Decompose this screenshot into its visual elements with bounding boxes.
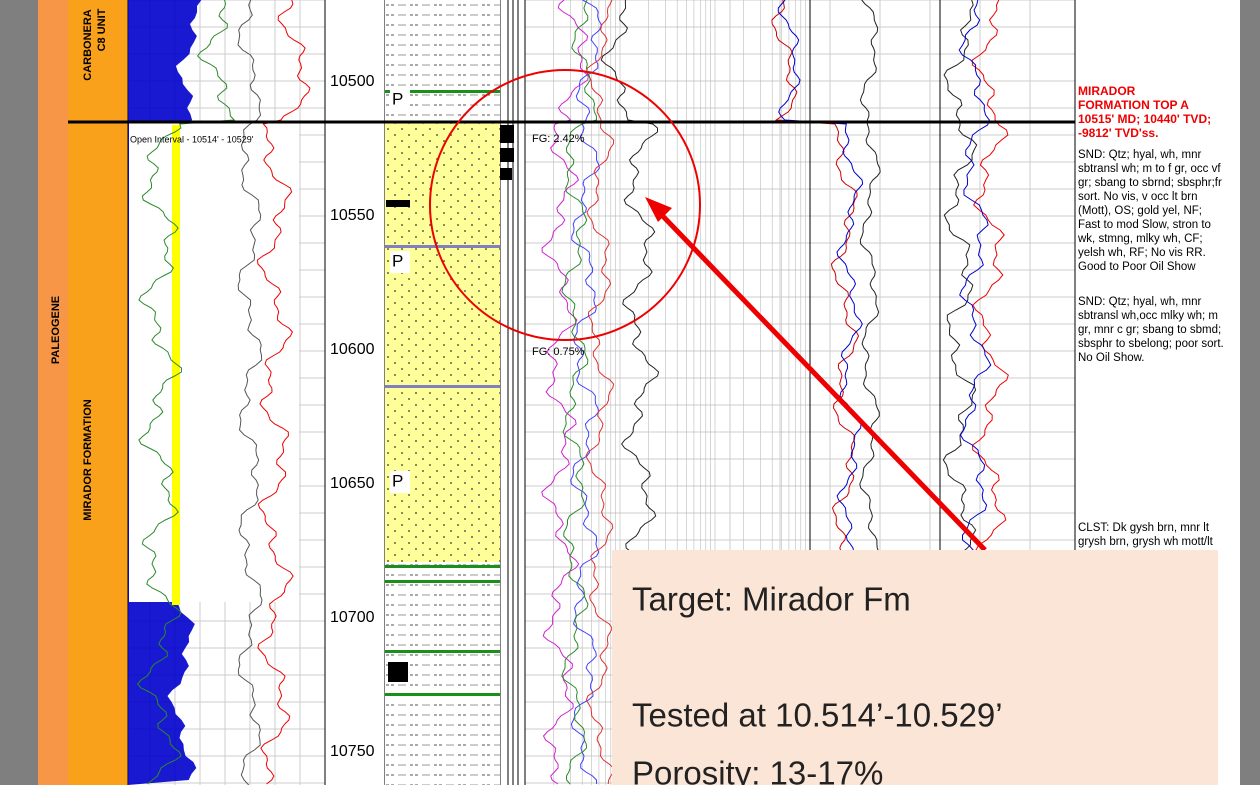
p-bg <box>390 251 410 273</box>
remark-line: gr, mnr c gr; sbang to sbmd; <box>1078 324 1221 336</box>
callout-box <box>612 550 1218 790</box>
depth-label: 10650 <box>330 475 375 492</box>
remark-line: FORMATION TOP A <box>1078 98 1189 112</box>
callout-text: Target: Mirador Fm Tested at 10.514’-10.5… <box>632 581 1003 790</box>
litho-band <box>385 580 500 583</box>
remark-line: sbtransl wh,occ mlky wh; m <box>1078 310 1218 322</box>
log-curve <box>136 0 236 785</box>
depth-bg <box>328 608 384 628</box>
litho-band <box>385 90 500 93</box>
litho-band <box>385 693 500 696</box>
unit-column <box>68 0 128 785</box>
left-border <box>0 0 38 785</box>
sand-fill <box>172 125 180 605</box>
remark-line: 10515' MD; 10440' TVD; <box>1078 112 1211 126</box>
litho-band <box>385 565 500 568</box>
remark-line: MIRADOR <box>1078 84 1136 98</box>
depth-label: 10550 <box>330 207 375 224</box>
depth-label: 10700 <box>330 609 375 626</box>
remark-line: (Mott), OS; gold yel, NF; <box>1078 205 1202 217</box>
period-column <box>38 0 68 785</box>
depth-label: 10750 <box>330 743 375 760</box>
remark-line: Fast to mod Slow, stron to <box>1078 219 1211 231</box>
remark-line: grysh brn, grysh wh mott/lt <box>1078 536 1214 548</box>
p-bg <box>390 471 410 493</box>
remark-line: Good to Poor Oil Show <box>1078 261 1196 273</box>
gas-curve <box>585 0 615 785</box>
period-label: PALEOGENE <box>50 296 62 364</box>
depth-label: 10600 <box>330 341 375 358</box>
fg-label: FG: 0.75% <box>532 346 585 358</box>
remark-line: sbtransl wh; m to f gr, occ vf <box>1078 163 1221 175</box>
depth-bg <box>328 742 384 762</box>
formation-label: MIRADOR FORMATION <box>82 399 94 520</box>
litho-block <box>500 148 514 162</box>
arrow <box>653 206 987 552</box>
remark-line: SND: Qtz; hyal, wh, mnr <box>1078 149 1202 161</box>
litho-block <box>500 168 512 180</box>
litho-block <box>388 662 408 682</box>
litho-band <box>385 650 500 653</box>
highlight-circle <box>429 69 701 341</box>
depth-label: 10500 <box>330 73 375 90</box>
callout-line: Target: Mirador Fm <box>632 581 911 618</box>
remark-line: SND: Qtz; hyal, wh, mnr <box>1078 296 1202 308</box>
depth-bg <box>328 72 384 92</box>
remark-line: CLST: Dk gysh brn, mnr lt <box>1078 522 1210 534</box>
litho-bands <box>385 90 514 696</box>
gr-mask <box>129 122 299 602</box>
remark-line: sort. No vis, v occ lt brn <box>1078 191 1198 203</box>
gas-curve <box>541 0 589 785</box>
gas-curve <box>570 0 602 785</box>
unit-label: C8 UNIT <box>96 8 108 51</box>
open-interval: Open Interval - 10514' - 10529' <box>130 134 254 144</box>
callout-line: Tested at 10.514’-10.529’ <box>632 697 1003 734</box>
depth-bg <box>328 474 384 494</box>
depth-bg <box>328 340 384 360</box>
remark-line: -9812' TVD'ss. <box>1078 126 1158 140</box>
porosity-mark: P <box>392 251 403 270</box>
callout-line: Porosity: 13-17% <box>632 755 883 785</box>
litho-band <box>385 385 500 388</box>
litho-sand <box>385 122 500 562</box>
arrow-head <box>645 197 672 222</box>
depth-bg <box>328 206 384 226</box>
log-curve <box>256 0 311 785</box>
right-border <box>1240 0 1260 785</box>
litho-block <box>500 125 514 143</box>
litho-block <box>386 200 410 207</box>
remark-line: sbsphr to sbelong; poor sort. <box>1078 338 1224 350</box>
remark-line: yelsh wh, RF; No vis RR. <box>1078 247 1206 259</box>
porosity-mark: P <box>392 89 403 108</box>
log-curve <box>237 0 263 786</box>
porosity-mark: P <box>392 471 403 490</box>
litho-band <box>385 245 500 248</box>
fg-label: FG: 2.42% <box>532 133 585 145</box>
remark-line: wk, stmng, mlky wh, CF; <box>1077 233 1203 245</box>
gas-curve <box>561 0 598 785</box>
remark-line: No Oil Show. <box>1078 352 1144 364</box>
labels: 10500 10550 10600 10650 10700 10750 P P P MIRADOR… <box>328 72 1240 762</box>
p-bg <box>390 89 410 111</box>
remark-bg <box>1076 80 1240 550</box>
remark-line: gr; sbang to sbrnd; sbsphr;fr <box>1078 177 1222 189</box>
unit-label: CARBONERA <box>82 9 94 81</box>
